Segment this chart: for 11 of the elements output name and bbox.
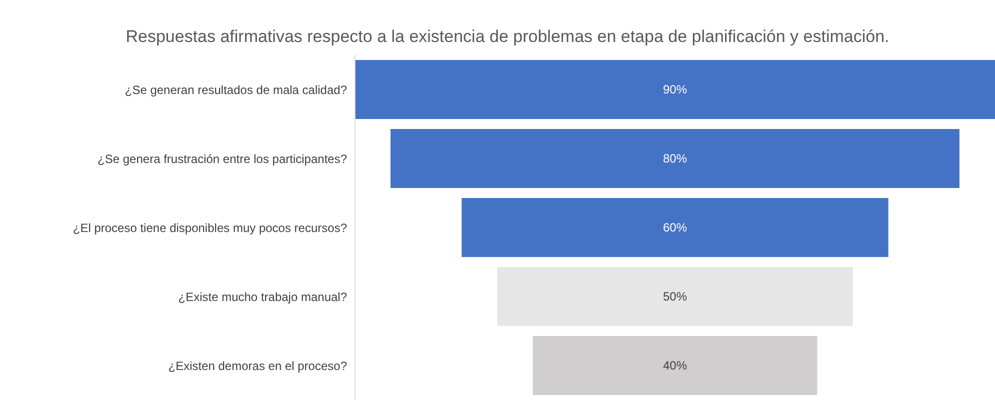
category-label: ¿Existe mucho trabajo manual? — [178, 290, 348, 304]
data-label: 40% — [662, 358, 688, 372]
data-label: 80% — [662, 152, 688, 166]
category-label: ¿Se generan resultados de mala calidad? — [124, 82, 348, 97]
data-label: 50% — [662, 290, 688, 304]
category-label: ¿Se genera frustración entre los participantes? — [98, 152, 348, 166]
data-label: 60% — [662, 220, 688, 234]
category-label: ¿Existen demoras en el proceso? — [168, 358, 348, 373]
category-label: ¿El proceso tiene disponibles muy pocos recursos? — [72, 220, 348, 235]
text: Respuestas afirmativas respecto a la existencia de problemas en etapa de planificación y estimación. — [124, 27, 890, 47]
data-label: 90% — [662, 82, 688, 96]
